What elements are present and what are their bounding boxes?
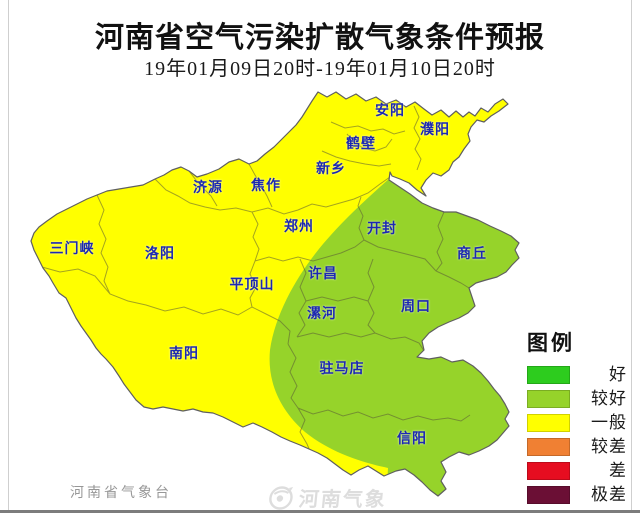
legend-swatch-worst [527,486,570,504]
city-label-kaifeng: 开封 [367,222,397,237]
city-label-anyang: 安阳 [375,104,405,119]
city-label-shangqiu: 商丘 [457,247,487,262]
legend-item-better: 较好 [527,390,627,408]
legend-item-bad: 差 [527,462,627,480]
legend-swatch-better [527,390,570,408]
city-label-nanyang: 南阳 [169,347,199,362]
watermark-text: 河南气象 [297,489,388,511]
watermark: 河南气象 [266,483,388,512]
legend-title: 图例 [527,331,575,355]
legend-label-worse: 较差 [591,437,627,456]
weibo-logo-icon [269,485,294,510]
city-label-puyang: 濮阳 [420,123,450,138]
city-label-jiaozuo: 焦作 [251,179,281,194]
page-title: 河南省空气污染扩散气象条件预报 [94,22,545,54]
city-label-xuchang: 许昌 [308,267,338,282]
city-label-luoyang: 洛阳 [145,247,175,262]
legend-swatch-general [527,414,570,432]
legend-swatch-bad [527,462,570,480]
legend-item-general: 一般 [527,414,627,432]
frame-right-line [631,0,632,510]
legend-label-general: 一般 [591,413,627,432]
legend-label-worst: 极差 [591,485,627,504]
city-label-sanmenxia: 三门峡 [49,242,95,257]
frame-bottom-line [0,510,640,513]
city-label-xinxiang: 新乡 [316,162,346,177]
city-label-zhumadian: 驻马店 [319,362,365,377]
city-label-jiyuan: 济源 [193,181,223,196]
legend-item-worse: 较差 [527,438,627,456]
legend-panel: 图例 好 较好 一般 较差 差 极差 [527,327,627,510]
frame-left-line [8,0,9,510]
city-label-zhoukou: 周口 [401,300,431,315]
legend-label-bad: 差 [609,461,627,480]
legend-label-good: 好 [609,365,627,384]
city-label-pingdingshan: 平顶山 [229,278,275,293]
city-label-zhengzhou: 郑州 [284,220,314,235]
legend-item-good: 好 [527,366,627,384]
legend-label-better: 较好 [591,389,627,408]
legend-swatch-good [527,366,570,384]
city-label-xinyang: 信阳 [397,432,427,447]
source-attribution: 河南省气象台 [70,486,172,501]
city-label-hebi: 鹤壁 [346,137,376,152]
forecast-period: 19年01月09日20时-19年01月10日20时 [144,58,496,80]
legend-swatch-worse [527,438,570,456]
city-label-luohe: 漯河 [307,307,337,322]
prefecture-borders [41,105,471,452]
legend-item-worst: 极差 [527,486,627,504]
